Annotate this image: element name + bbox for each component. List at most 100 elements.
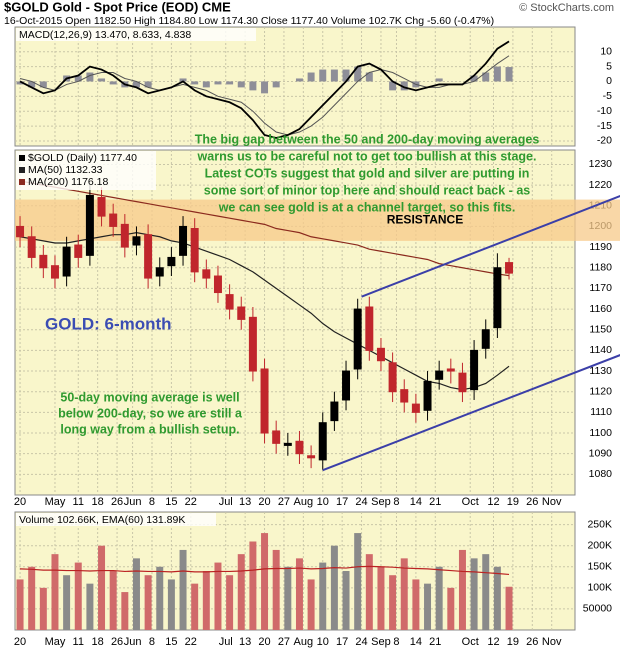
candle-body — [225, 294, 234, 310]
macd-histogram-bar — [74, 75, 82, 82]
candle-body — [120, 223, 129, 248]
chart-title: $GOLD Gold - Spot Price (EOD) CME — [4, 0, 231, 14]
x-tick-label: 20 — [258, 496, 270, 508]
candle-body — [202, 269, 211, 279]
macd-histogram-bar — [389, 81, 397, 91]
macd-histogram-bar — [342, 69, 350, 82]
volume-bar — [63, 575, 71, 630]
volume-bar — [365, 554, 373, 630]
x-tick-label: 26 — [526, 636, 538, 648]
annotation-line: we can see gold is at a channel target, … — [218, 200, 516, 214]
volume-bar — [28, 566, 36, 630]
x-tick-label: Sep — [371, 496, 391, 508]
macd-histogram-bar — [307, 72, 315, 82]
candle-body — [132, 236, 141, 246]
price-tick-label: 1110 — [590, 406, 612, 418]
candle-body — [50, 265, 59, 279]
x-tick-label: 14 — [410, 496, 422, 508]
macd-histogram-bar — [295, 78, 303, 82]
volume-bar — [109, 571, 117, 630]
volume-bar — [342, 571, 350, 630]
x-tick-label: 20 — [14, 496, 26, 508]
volume-legend: Volume 102.66K, EMA(60) 131.89K — [19, 514, 185, 526]
x-tick-label: 21 — [429, 496, 441, 508]
volume-bar — [144, 575, 152, 630]
volume-bar — [179, 549, 187, 630]
macd-histogram-bar — [261, 81, 269, 94]
volume-bar — [435, 566, 443, 630]
legend-entry: MA(50) 1132.33 — [28, 164, 103, 176]
volume-bar — [377, 566, 385, 630]
macd-histogram-bar — [319, 69, 327, 82]
subtitle: 16-Oct-2015 Open 1182.50 High 1184.80 Lo… — [4, 15, 494, 27]
volume-bar — [261, 533, 269, 630]
x-tick-label: 11 — [73, 636, 84, 648]
candle-body — [400, 389, 409, 403]
volume-bar — [412, 579, 420, 630]
x-tick-label: Nov — [542, 636, 562, 648]
x-tick-label: 8 — [149, 636, 155, 648]
candle-body — [155, 267, 164, 277]
legend-box — [16, 28, 256, 41]
x-tick-label: 20 — [258, 636, 270, 648]
x-tick-label: Oct — [462, 496, 479, 508]
x-tick-label: 24 — [355, 636, 367, 648]
x-tick-label: 17 — [336, 496, 348, 508]
candle-body — [190, 228, 199, 273]
price-tick-label: 1090 — [589, 447, 613, 459]
candle-body — [109, 213, 118, 227]
volume-bar — [389, 575, 397, 630]
macd-histogram-bar — [493, 66, 501, 82]
volume-bar — [191, 583, 199, 630]
macd-histogram-bar — [470, 75, 478, 82]
candle-body — [411, 403, 420, 413]
macd-histogram-bar — [400, 81, 408, 91]
macd-histogram-bar — [249, 81, 257, 91]
candle-body — [27, 236, 36, 258]
x-tick-label: Aug — [294, 496, 314, 508]
volume-ema-line — [20, 565, 510, 576]
x-tick-label: 12 — [487, 636, 499, 648]
note-line: below 200-day, so we are still a — [58, 406, 243, 420]
candle-body — [62, 246, 71, 277]
legend-swatch — [19, 167, 25, 173]
volume-bar — [167, 579, 175, 630]
candle-body — [376, 347, 385, 362]
candle-body — [74, 244, 83, 258]
volume-bar — [458, 549, 466, 630]
x-tick-label: 8 — [149, 496, 155, 508]
volume-bar — [51, 554, 59, 630]
volume-tick-label: 200K — [587, 539, 612, 551]
macd-histogram-bar — [191, 81, 199, 85]
candle-body — [458, 372, 467, 393]
volume-bar — [132, 558, 140, 630]
volume-bar — [237, 554, 245, 630]
x-tick-label: 17 — [336, 636, 348, 648]
candle-body — [342, 370, 351, 401]
x-tick-label: Aug — [294, 636, 314, 648]
candle-body — [365, 306, 374, 351]
volume-bar — [16, 579, 24, 630]
x-tick-label: 19 — [507, 496, 519, 508]
volume-bar — [354, 533, 362, 630]
volume-bar — [482, 554, 490, 630]
x-tick-label: 27 — [278, 496, 290, 508]
x-tick-label: 26 — [111, 496, 123, 508]
price-tick-label: 1120 — [589, 385, 612, 397]
macd-histogram-bar — [39, 81, 47, 88]
macd-histogram-bar — [435, 78, 443, 82]
volume-bar — [249, 541, 257, 630]
annotation-line: warns us to be careful not to get too bu… — [197, 149, 537, 163]
x-tick-label: 18 — [92, 636, 104, 648]
candle-body — [16, 225, 25, 238]
macd-histogram-bar — [28, 81, 36, 88]
candle-body — [307, 455, 316, 459]
legend-box — [16, 513, 216, 526]
volume-bar — [505, 586, 513, 630]
candle-body — [248, 316, 257, 372]
macd-histogram-bar — [226, 81, 234, 85]
x-tick-label: 18 — [92, 496, 104, 508]
candle-body — [481, 329, 490, 349]
volume-bar — [400, 558, 408, 630]
credit: © StockCharts.com — [519, 2, 614, 14]
